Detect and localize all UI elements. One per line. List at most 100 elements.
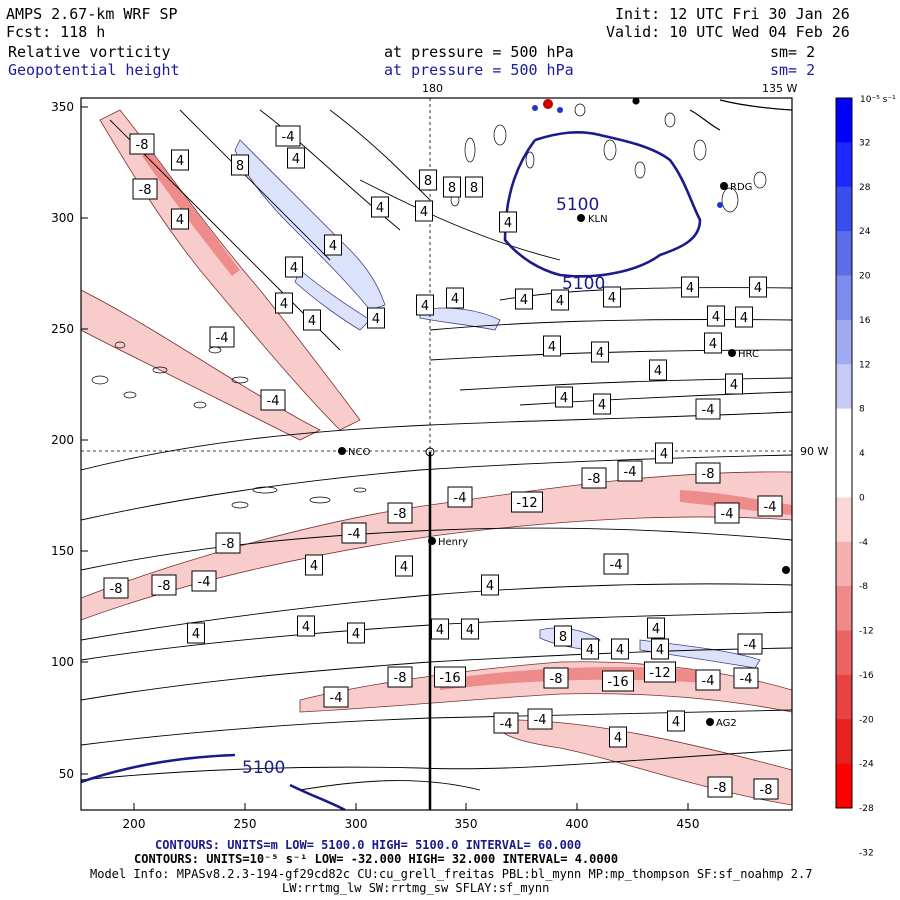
- y-tick-label: 250: [51, 322, 74, 336]
- y-tick-label: 50: [59, 767, 74, 781]
- vorticity-label: 4: [352, 627, 360, 642]
- forecast-hour: Fcst: 118 h: [6, 23, 106, 41]
- vorticity-label: 8: [448, 181, 456, 196]
- colorbar-segment: [836, 763, 852, 809]
- vorticity-label: 4: [466, 623, 474, 638]
- vorticity-label-box: [707, 776, 733, 798]
- vorticity-label: 4: [486, 579, 494, 594]
- vorticity-label-box: [695, 398, 721, 420]
- vorticity-label: 4: [686, 281, 694, 296]
- vorticity-label: 4: [310, 559, 318, 574]
- colorbar-tick-label: 4: [859, 449, 865, 459]
- vorticity-label: 4: [520, 293, 528, 308]
- vorticity-label: -8: [588, 472, 601, 487]
- vorticity-label: -8: [394, 507, 407, 522]
- vorticity-label-box: [749, 276, 767, 298]
- colorbar-segment: [836, 142, 852, 188]
- model-title: AMPS 2.67-km WRF SP: [6, 5, 178, 23]
- y-tick-label: 100: [51, 655, 74, 669]
- vorticity-label: -12: [649, 666, 670, 681]
- height-contour-info: CONTOURS: UNITS=m LOW= 5100.0 HIGH= 5100…: [155, 838, 582, 852]
- vorticity-label-box: [644, 661, 676, 683]
- vorticity-label: 4: [652, 622, 660, 637]
- vorticity-blobs: [91, 103, 767, 509]
- vorticity-label: 4: [451, 292, 459, 307]
- vorticity-label: -8: [110, 582, 123, 597]
- station-dot-hrc: [728, 349, 736, 357]
- strong-negative-vorticity: [142, 150, 792, 690]
- vorticity-label: -8: [222, 537, 235, 552]
- vorticity-label: -4: [721, 507, 734, 522]
- vorticity-label-box: [191, 570, 217, 592]
- vorticity-label-box: [443, 176, 461, 198]
- valid-time: Valid: 10 UTC Wed 04 Feb 26: [606, 23, 850, 41]
- colorbar-tick-label: 8: [859, 405, 865, 415]
- vorticity-label: -4: [500, 717, 513, 732]
- vorticity-label-box: [611, 638, 629, 660]
- vorticity-label-box: [735, 306, 753, 328]
- colorbar-segment: [836, 541, 852, 587]
- colorbar-tick-label: -4: [859, 538, 868, 548]
- vorticity-label-box: [603, 553, 629, 575]
- vorticity-label-box: [581, 467, 607, 489]
- vorticity-label: 4: [656, 643, 664, 658]
- vorticity-label: 4: [290, 261, 298, 276]
- station-label: HRC: [738, 349, 759, 360]
- colorbar-tick-label: -24: [859, 760, 874, 770]
- coastline: [632, 98, 792, 131]
- colorbar-segment: [836, 231, 852, 276]
- vorticity-label: -4: [330, 691, 343, 706]
- meridian-label-135w: 135 W: [762, 82, 797, 95]
- vorticity-label-box: [103, 577, 129, 599]
- vorticity-label: -12: [516, 496, 537, 511]
- vorticity-label: 4: [730, 378, 738, 393]
- model-info-2: LW:rrtmg_lw SW:rrtmg_sw SFLAY:sf_mynn: [282, 881, 550, 895]
- vorticity-label-box: [649, 359, 667, 381]
- vorticity-label-box: [231, 154, 249, 176]
- vorticity-label: 4: [560, 391, 568, 406]
- vorticity-label: 4: [754, 281, 762, 296]
- vorticity-label: -8: [394, 671, 407, 686]
- vorticity-label: 4: [660, 447, 668, 462]
- vorticity-label: 4: [548, 340, 556, 355]
- vorticity-label-box: [543, 335, 561, 357]
- field1-smoothing: sm= 2: [770, 43, 816, 61]
- vorticity-label-box: [647, 617, 665, 639]
- vorticity-label-box: [287, 147, 305, 169]
- colorbar-tick-label: -8: [859, 582, 868, 592]
- init-time: Init: 12 UTC Fri 30 Jan 26: [615, 5, 850, 23]
- vorticity-label: 4: [372, 312, 380, 327]
- colorbar-tick-label: 24: [859, 227, 871, 237]
- vorticity-label-box: [707, 305, 725, 327]
- vorticity-label: -4: [534, 713, 547, 728]
- model-info: Model Info: MPASv8.2.3-194-gf29cd82c CU:…: [90, 867, 813, 881]
- vorticity-label: -4: [198, 575, 211, 590]
- station-dot-henry: [428, 537, 436, 545]
- vorticity-label: 4: [329, 239, 337, 254]
- vorticity-label: 8: [559, 630, 567, 645]
- vorticity-label-box: [481, 574, 499, 596]
- vorticity-label-box: [704, 332, 722, 354]
- colorbar-tick-label: 16: [859, 316, 871, 326]
- colorbar-tick-label: -20: [859, 715, 874, 725]
- vorticity-label: -4: [740, 672, 753, 687]
- colorbar-segment: [836, 275, 852, 321]
- colorbar-frame: [835, 97, 853, 809]
- vorticity-label-box: [551, 289, 569, 311]
- station-dot-kln: [577, 214, 585, 222]
- vorticity-label: -4: [764, 500, 777, 515]
- vorticity-label-box: [446, 287, 464, 309]
- vorticity-label: -8: [702, 467, 715, 482]
- vorticity-label: 4: [614, 731, 622, 746]
- vorticity-label-box: [434, 666, 466, 688]
- colorbar-segment: [836, 364, 852, 410]
- vorticity-label: -8: [139, 183, 152, 198]
- vorticity-label-box: [543, 667, 569, 689]
- vorticity-label-box: [132, 178, 158, 200]
- vorticity-label: 4: [504, 216, 512, 231]
- vorticity-label-box: [603, 286, 621, 308]
- field2-pressure: at pressure = 500 hPa: [384, 61, 574, 79]
- vorticity-label: 4: [709, 337, 717, 352]
- vorticity-label-box: [465, 176, 483, 198]
